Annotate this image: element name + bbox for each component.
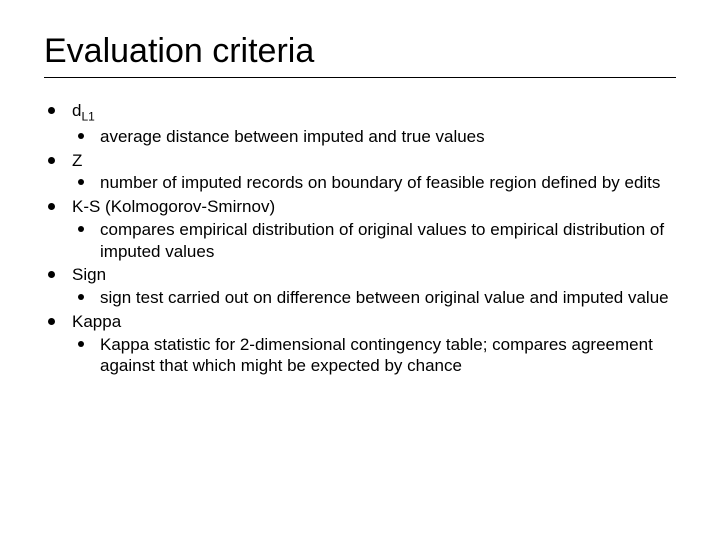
item-label: K-S (Kolmogorov-Smirnov) bbox=[72, 197, 275, 216]
content-area: dL1 average distance between imputed and… bbox=[44, 100, 676, 377]
list-item: Sign sign test carried out on difference… bbox=[44, 264, 676, 309]
list-subitem: compares empirical distribution of origi… bbox=[72, 219, 676, 263]
item-label: Z bbox=[72, 151, 82, 170]
list-subitem: sign test carried out on difference betw… bbox=[72, 287, 676, 309]
title-rule: Evaluation criteria bbox=[44, 32, 676, 78]
slide: Evaluation criteria dL1 average distance… bbox=[0, 0, 720, 399]
page-title: Evaluation criteria bbox=[44, 32, 676, 71]
list-item: dL1 average distance between imputed and… bbox=[44, 100, 676, 148]
item-label: dL1 bbox=[72, 101, 95, 120]
item-label: Kappa bbox=[72, 312, 121, 331]
list-item: Z number of imputed records on boundary … bbox=[44, 150, 676, 195]
list-item: K-S (Kolmogorov-Smirnov) compares empiri… bbox=[44, 196, 676, 262]
list-subitem: Kappa statistic for 2-dimensional contin… bbox=[72, 334, 676, 378]
item-label: Sign bbox=[72, 265, 106, 284]
criteria-list: dL1 average distance between imputed and… bbox=[44, 100, 676, 377]
list-subitem: average distance between imputed and tru… bbox=[72, 126, 676, 148]
list-subitem: number of imputed records on boundary of… bbox=[72, 172, 676, 194]
list-item: Kappa Kappa statistic for 2-dimensional … bbox=[44, 311, 676, 377]
